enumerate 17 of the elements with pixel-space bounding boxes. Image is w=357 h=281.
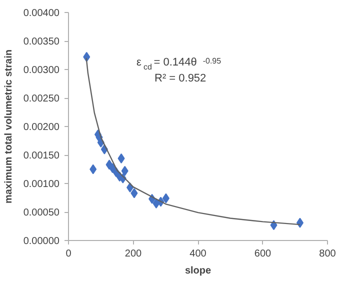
x-axis-title: slope [184, 266, 212, 276]
y-axis-title: maximum total volumetric strain [3, 50, 14, 204]
x-tick-label: 400 [190, 248, 207, 260]
y-tick-label: 0.00350 [23, 36, 60, 48]
y-tick-label: 0.00200 [23, 122, 60, 133]
y-tick-label: 0.00150 [23, 150, 60, 162]
x-tick-label: 800 [319, 248, 336, 260]
x-tick-label: 600 [254, 248, 272, 260]
y-tick-label: 0.00250 [23, 94, 60, 104]
y-tick-label: 0.00000 [23, 236, 60, 247]
x-tick-label: 200 [124, 248, 142, 260]
y-tick-label: 0.00100 [23, 179, 60, 190]
annotation: R² = 0.952 [154, 72, 206, 84]
y-tick-label: 0.00050 [23, 208, 60, 218]
x-tick-label: 0 [66, 248, 72, 260]
y-tick-label: 0.00400 [23, 8, 60, 19]
y-tick-label: 0.00300 [23, 65, 60, 76]
